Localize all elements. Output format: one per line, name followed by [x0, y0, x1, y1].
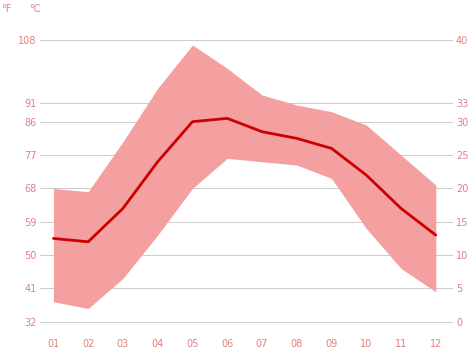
Text: °F: °F	[1, 4, 12, 14]
Text: °C: °C	[29, 4, 41, 14]
